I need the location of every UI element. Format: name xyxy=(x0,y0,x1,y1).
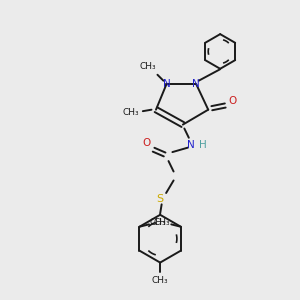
Text: O: O xyxy=(228,96,236,106)
Text: CH₃: CH₃ xyxy=(152,276,169,285)
Text: H: H xyxy=(199,140,207,150)
Text: CH₃: CH₃ xyxy=(123,108,139,117)
Text: N: N xyxy=(192,79,200,89)
Text: S: S xyxy=(156,194,163,204)
Text: O: O xyxy=(142,137,150,148)
Text: N: N xyxy=(187,140,195,150)
Text: CH₃: CH₃ xyxy=(139,62,156,71)
Text: N: N xyxy=(163,79,170,89)
Text: CH₃: CH₃ xyxy=(150,218,166,227)
Text: CH₃: CH₃ xyxy=(153,218,170,227)
